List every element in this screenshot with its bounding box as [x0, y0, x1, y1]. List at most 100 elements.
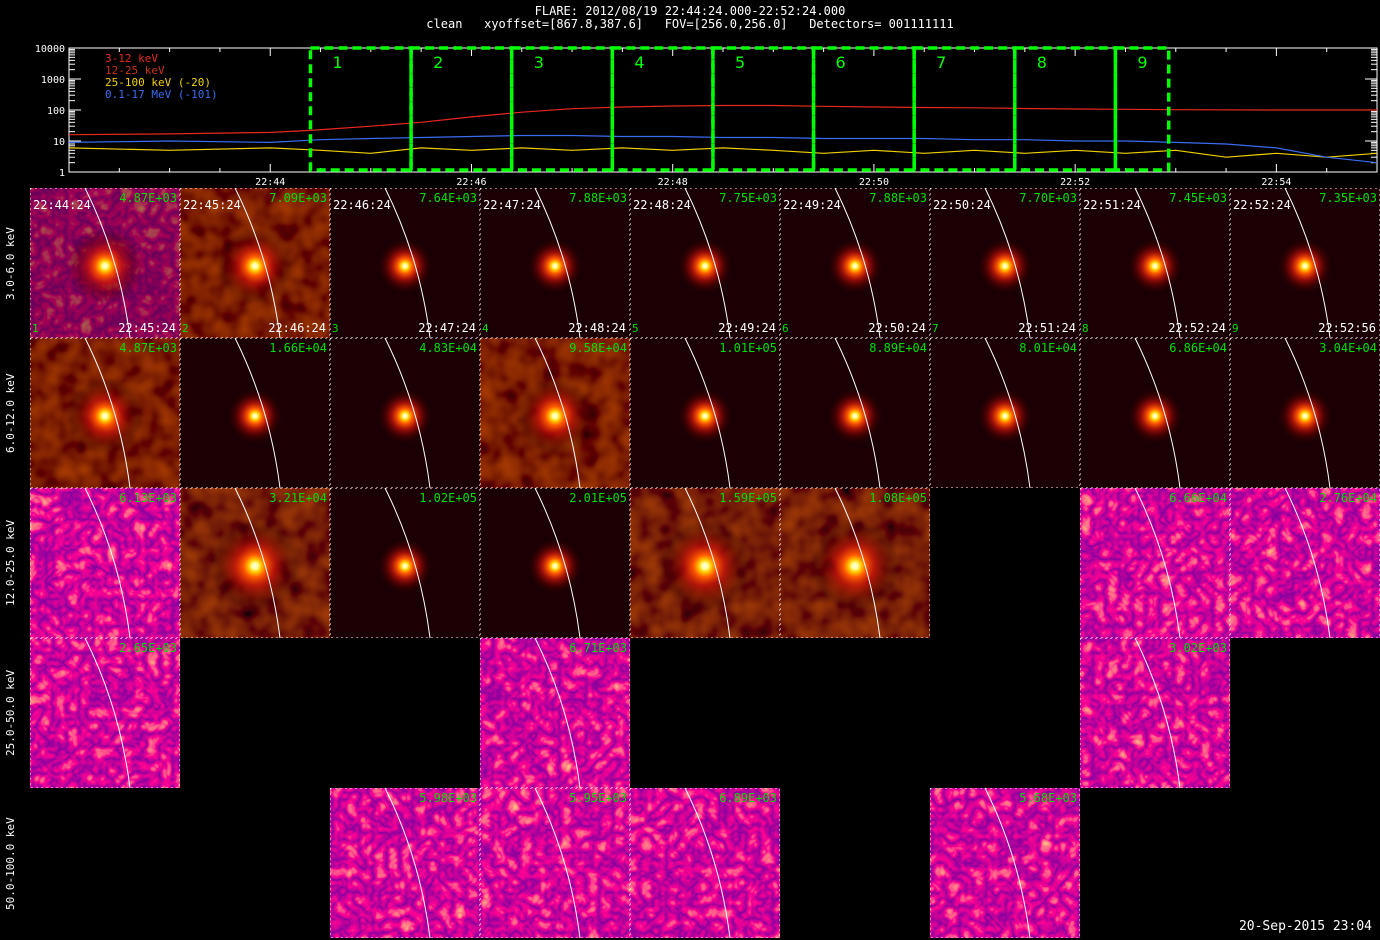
end-time-label: 22:50:24 — [868, 321, 926, 335]
source-peak — [375, 236, 435, 296]
interval-label: 5 — [735, 53, 745, 72]
image-max-label: 6.71E+03 — [569, 641, 627, 655]
ytick-label: 10 — [53, 137, 65, 148]
solar-limb — [384, 337, 431, 489]
source-peak — [210, 521, 300, 611]
solar-limb — [534, 187, 581, 339]
solar-limb — [534, 787, 581, 939]
image-panel: 7.70E+03 22:50:24 22:51:24 7 — [930, 187, 1080, 339]
image-max-label: 4.87E+03 — [119, 191, 177, 205]
plot-title: FLARE: 2012/08/19 22:44:24.000-22:52:24.… — [534, 4, 846, 18]
solar-limb — [684, 787, 731, 939]
solar-limb — [984, 337, 1031, 489]
image-panel: 5.95E+03 — [480, 787, 630, 939]
image-panel: 4.87E+03 — [30, 337, 180, 489]
image-max-label: 5.95E+03 — [569, 791, 627, 805]
noise-texture — [480, 638, 630, 788]
image-panel: 1.66E+04 — [180, 337, 330, 489]
noise-texture — [30, 638, 180, 788]
image-max-label: 3.04E+04 — [1319, 341, 1377, 355]
source-peak — [217, 228, 293, 304]
energy-row-label: 12.0-25.0 keV — [4, 519, 17, 606]
source-peak — [825, 236, 885, 296]
legend-entry: 12-25 keV — [105, 64, 165, 77]
source-peak — [225, 386, 285, 446]
start-time-label: 22:44:24 — [33, 198, 91, 212]
solar-limb — [1284, 187, 1331, 339]
series-line — [68, 104, 1377, 136]
energy-row-label: 25.0-50.0 keV — [4, 669, 17, 756]
image-max-label: 7.88E+03 — [569, 191, 627, 205]
image-panel: 6.66E+04 — [1080, 487, 1230, 639]
solar-limb — [234, 337, 281, 489]
start-time-label: 22:46:24 — [333, 198, 391, 212]
interval-label: 3 — [534, 53, 544, 72]
interval-number: 3 — [332, 322, 339, 335]
noise-texture — [1080, 638, 1230, 788]
image-panel: 8.89E+04 — [780, 337, 930, 489]
image-max-label: 7.09E+03 — [269, 191, 327, 205]
source-peak — [525, 236, 585, 296]
image-max-label: 1.08E+05 — [869, 491, 927, 505]
noise-texture — [480, 788, 630, 938]
source-peak — [825, 386, 885, 446]
image-max-label: 7.88E+03 — [869, 191, 927, 205]
solar-limb — [84, 337, 131, 489]
legend-entry: 3-12 keV — [105, 52, 158, 65]
source-peak — [525, 536, 585, 596]
image-panel: 1.02E+05 — [330, 487, 480, 639]
image-max-label: 7.70E+03 — [1019, 191, 1077, 205]
solar-limb — [534, 487, 581, 639]
source-peak — [67, 378, 143, 454]
image-max-label: 2.01E+05 — [569, 491, 627, 505]
noise-texture — [1080, 488, 1230, 638]
start-time-label: 22:52:24 — [1233, 198, 1291, 212]
source-peak — [375, 536, 435, 596]
image-panel: 6.13E+03 — [30, 487, 180, 639]
solar-limb — [534, 337, 581, 489]
legend-entry: 0.1-17 MeV (-101) — [105, 88, 218, 101]
image-max-label: 7.64E+03 — [419, 191, 477, 205]
image-panel: 7.09E+03 22:45:24 22:46:24 2 — [180, 187, 330, 339]
image-panel: 4.83E+04 — [330, 337, 480, 489]
source-peak — [67, 228, 143, 304]
source-peak — [810, 521, 900, 611]
end-time-label: 22:46:24 — [268, 321, 326, 335]
end-time-label: 22:47:24 — [418, 321, 476, 335]
image-max-label: 1.66E+04 — [269, 341, 327, 355]
noise-texture — [630, 788, 780, 938]
solar-limb — [1284, 487, 1331, 639]
solar-limb — [384, 187, 431, 339]
image-panel: 3.04E+04 — [1230, 337, 1380, 489]
lightcurve-plot: 1 10 100 1000 10000 22:44 22:46 22:48 22:50 22:52… — [35, 44, 1378, 188]
end-time-label: 22:51:24 — [1018, 321, 1076, 335]
solar-limb — [684, 187, 731, 339]
noise-texture — [30, 488, 180, 638]
solar-limb — [1134, 487, 1181, 639]
image-max-label: 9.58E+04 — [569, 341, 627, 355]
image-max-label: 4.83E+04 — [419, 341, 477, 355]
image-max-label: 3.02E+03 — [1169, 641, 1227, 655]
image-max-label: 3.21E+04 — [269, 491, 327, 505]
start-time-label: 22:50:24 — [933, 198, 991, 212]
footer-date: 20-Sep-2015 23:04 — [1238, 919, 1372, 934]
end-time-label: 22:52:24 — [1168, 321, 1226, 335]
end-time-label: 22:48:24 — [568, 321, 626, 335]
source-peak — [1275, 386, 1335, 446]
image-max-label: 2.65E+03 — [119, 641, 177, 655]
image-max-label: 5.98E+03 — [419, 791, 477, 805]
source-peak — [1275, 236, 1335, 296]
end-time-label: 22:45:24 — [118, 321, 176, 335]
image-panel: 7.75E+03 22:48:24 22:49:24 5 — [630, 187, 780, 339]
image-panel: 5.98E+03 — [330, 787, 480, 939]
image-max-label: 7.45E+03 — [1169, 191, 1227, 205]
source-peak — [517, 378, 593, 454]
xtick-label: 22:44 — [255, 177, 285, 188]
image-panel: 6.86E+04 — [1080, 337, 1230, 489]
solar-limb — [834, 187, 881, 339]
solar-limb — [84, 187, 131, 339]
image-max-label: 6.13E+03 — [119, 491, 177, 505]
source-peak — [1125, 386, 1185, 446]
solar-limb — [834, 337, 881, 489]
image-panel: 7.35E+03 22:52:24 22:52:56 9 — [1230, 187, 1380, 339]
